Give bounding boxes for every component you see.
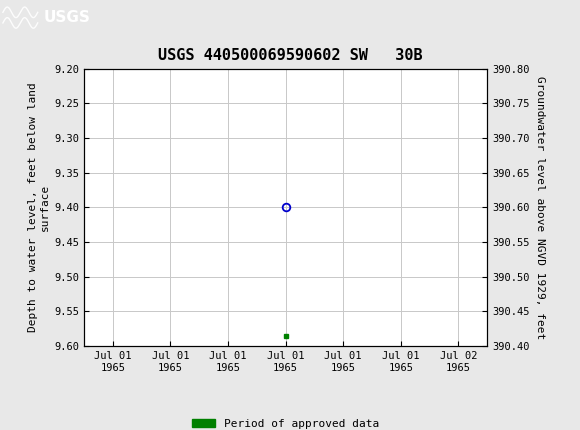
Text: USGS: USGS bbox=[44, 10, 90, 25]
Y-axis label: Groundwater level above NGVD 1929, feet: Groundwater level above NGVD 1929, feet bbox=[535, 76, 545, 339]
Y-axis label: Depth to water level, feet below land
surface: Depth to water level, feet below land su… bbox=[28, 83, 50, 332]
Text: USGS 440500069590602 SW   30B: USGS 440500069590602 SW 30B bbox=[158, 48, 422, 62]
Legend: Period of approved data: Period of approved data bbox=[188, 415, 383, 430]
